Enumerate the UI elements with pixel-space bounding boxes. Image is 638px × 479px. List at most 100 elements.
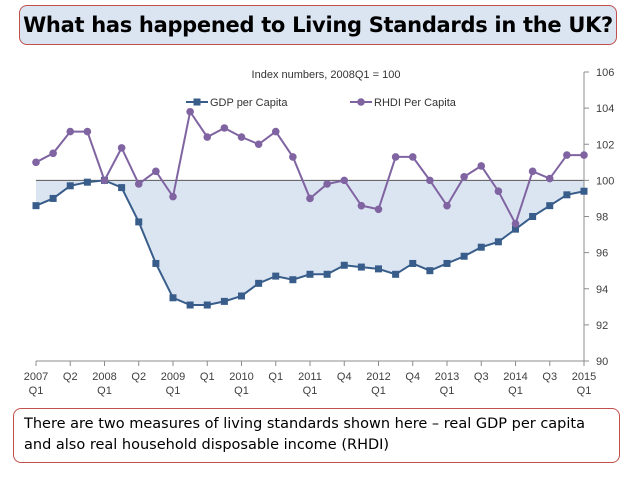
data-point-rhdi bbox=[511, 219, 520, 228]
y-tick-label: 94 bbox=[596, 284, 608, 296]
data-point-gdp bbox=[203, 301, 211, 309]
data-point-rhdi bbox=[203, 133, 212, 141]
data-point-gdp bbox=[255, 279, 263, 287]
y-tick-label: 98 bbox=[596, 212, 608, 224]
x-tick-label: Q1 bbox=[268, 371, 283, 383]
gap-fill-layer bbox=[36, 180, 584, 306]
data-point-rhdi bbox=[477, 162, 486, 170]
data-point-rhdi bbox=[100, 176, 109, 185]
data-point-rhdi bbox=[32, 158, 40, 167]
data-point-gdp bbox=[546, 202, 554, 210]
data-point-gdp bbox=[83, 178, 91, 186]
x-tick-label-sub: Q1 bbox=[371, 385, 386, 397]
series-layer bbox=[32, 107, 588, 309]
data-point-gdp bbox=[340, 261, 348, 269]
x-tick-label: 2009 bbox=[161, 371, 185, 383]
data-point-rhdi bbox=[83, 127, 92, 136]
x-tick-label: Q2 bbox=[63, 371, 78, 383]
data-point-rhdi bbox=[391, 153, 400, 161]
data-point-gdp bbox=[238, 292, 245, 300]
x-tick-label: Q3 bbox=[474, 371, 489, 383]
legend-label: GDP per Capita bbox=[210, 97, 288, 109]
data-point-gdp bbox=[152, 259, 160, 267]
x-tick-label: Q1 bbox=[200, 371, 215, 383]
y-tick-label: 104 bbox=[596, 103, 614, 115]
x-tick-label: 2011 bbox=[298, 371, 322, 383]
x-tick-label-sub: Q1 bbox=[577, 385, 592, 397]
y-tick-label: 92 bbox=[596, 320, 608, 332]
data-point-gdp bbox=[220, 297, 228, 305]
data-point-rhdi bbox=[289, 153, 297, 161]
data-point-gdp bbox=[494, 238, 502, 246]
x-tick-label: 2007 bbox=[24, 371, 48, 383]
data-point-rhdi bbox=[49, 149, 57, 158]
data-point-gdp bbox=[512, 225, 519, 233]
data-point-rhdi bbox=[563, 151, 571, 159]
data-point-gdp bbox=[580, 187, 588, 195]
data-point-rhdi bbox=[426, 176, 434, 185]
x-tick-label: 2008 bbox=[92, 371, 116, 383]
data-point-rhdi bbox=[545, 174, 554, 183]
data-point-rhdi bbox=[254, 140, 263, 149]
data-point-gdp bbox=[186, 301, 194, 309]
data-point-rhdi bbox=[237, 133, 246, 141]
data-point-gdp bbox=[135, 218, 143, 226]
x-tick-label-sub: Q1 bbox=[97, 385, 112, 397]
data-point-rhdi bbox=[152, 167, 160, 176]
data-point-rhdi bbox=[528, 167, 537, 176]
data-point-gdp bbox=[118, 184, 126, 192]
x-tick-label: Q2 bbox=[131, 371, 146, 383]
x-tick-label-sub: Q1 bbox=[508, 385, 523, 397]
caption-box: There are two measures of living standar… bbox=[13, 408, 620, 463]
data-point-rhdi bbox=[357, 201, 366, 210]
data-point-rhdi bbox=[186, 107, 194, 116]
data-point-rhdi bbox=[408, 153, 417, 161]
data-point-gdp bbox=[169, 294, 177, 302]
x-tick-label: 2013 bbox=[435, 371, 459, 383]
data-point-rhdi bbox=[460, 172, 468, 181]
x-tick-label: Q3 bbox=[542, 371, 557, 383]
data-point-gdp bbox=[426, 267, 434, 275]
caption-text: There are two measures of living standar… bbox=[24, 416, 585, 453]
legend-marker bbox=[193, 98, 201, 106]
data-point-gdp bbox=[66, 182, 74, 190]
data-point-gdp bbox=[375, 265, 382, 273]
y-tick-label: 102 bbox=[596, 139, 614, 151]
data-point-gdp bbox=[477, 243, 485, 251]
line-chart: 90 92 94 96 98 100 102 104 106 2007 Q1 Q2 2008 Q1 Q2 20… bbox=[24, 67, 615, 397]
data-point-gdp bbox=[306, 270, 314, 278]
data-point-rhdi bbox=[169, 192, 177, 201]
data-point-rhdi bbox=[374, 205, 383, 214]
x-tick-label-sub: Q1 bbox=[440, 385, 455, 397]
data-point-gdp bbox=[443, 259, 451, 267]
x-tick-label: Q4 bbox=[405, 371, 420, 383]
data-point-gdp bbox=[529, 213, 537, 220]
y-tick-label: 100 bbox=[596, 175, 614, 187]
data-point-gdp bbox=[460, 252, 468, 260]
title-box: What has happened to Living Standards in… bbox=[19, 5, 617, 45]
chart-subtitle: Index numbers, 2008Q1 = 100 bbox=[252, 69, 401, 81]
legend-label: RHDI Per Capita bbox=[374, 97, 457, 109]
data-point-rhdi bbox=[220, 124, 229, 132]
data-point-rhdi bbox=[271, 127, 280, 136]
data-point-rhdi bbox=[323, 180, 331, 188]
data-point-gdp bbox=[357, 263, 365, 271]
data-point-gdp bbox=[272, 272, 280, 280]
x-tick-label-sub: Q1 bbox=[29, 385, 44, 397]
data-point-gdp bbox=[563, 191, 571, 199]
data-point-rhdi bbox=[494, 187, 503, 196]
data-point-gdp bbox=[409, 259, 417, 267]
legend-marker bbox=[357, 98, 365, 106]
data-point-rhdi bbox=[66, 127, 75, 136]
data-point-rhdi bbox=[443, 201, 451, 210]
gap-fill-area bbox=[36, 180, 584, 306]
x-tick-label: 2010 bbox=[229, 371, 253, 383]
x-tick-label-sub: Q1 bbox=[166, 385, 181, 397]
legend: GDP per Capita RHDI Per Capita bbox=[186, 97, 457, 109]
page-title: What has happened to Living Standards in… bbox=[23, 13, 613, 37]
data-point-rhdi bbox=[134, 180, 143, 188]
x-tick-label: 2015 bbox=[572, 371, 596, 383]
data-point-gdp bbox=[289, 276, 297, 284]
data-point-rhdi bbox=[580, 151, 588, 159]
y-tick-label: 106 bbox=[596, 67, 614, 79]
